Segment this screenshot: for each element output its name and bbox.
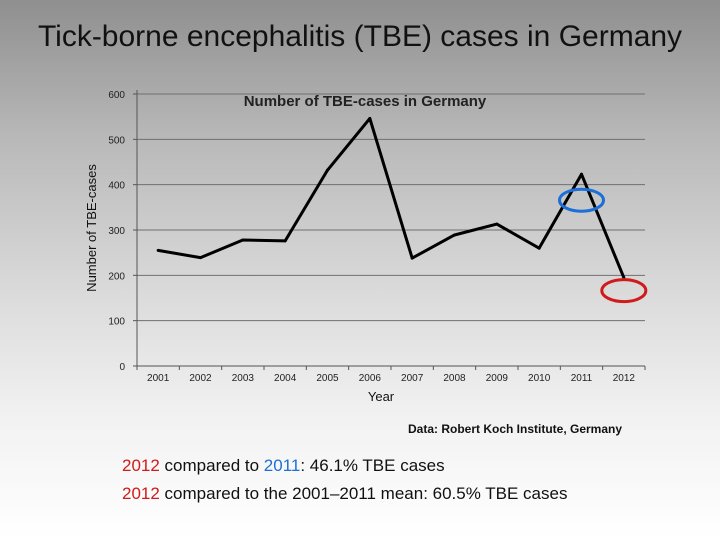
x-tick-label: 2002 <box>189 373 212 384</box>
data-point <box>199 256 202 260</box>
data-point <box>241 238 245 242</box>
x-axis-label: Year <box>368 389 395 404</box>
data-point <box>580 172 583 176</box>
data-point <box>283 239 287 243</box>
y-tick-label: 200 <box>108 271 125 282</box>
x-tick-label: 2006 <box>359 373 382 384</box>
comparison-text: compared to <box>159 456 264 475</box>
data-point <box>495 222 499 226</box>
year-2012-highlight: 2012 <box>122 484 160 503</box>
x-tick-label: 2012 <box>613 373 636 384</box>
comparison-text: compared to the 2001–2011 mean: 60.5% TB… <box>159 484 568 503</box>
x-tick-label: 2005 <box>316 373 339 384</box>
y-tick-label: 0 <box>119 362 125 373</box>
data-point <box>368 116 372 120</box>
series-line-layer <box>156 116 626 280</box>
y-tick-label: 600 <box>108 90 125 101</box>
series-line <box>157 116 626 279</box>
highlight-circle <box>558 187 605 213</box>
x-tick-label: 2004 <box>274 373 297 384</box>
y-axis-label: Number of TBE-cases <box>84 164 99 292</box>
data-point <box>537 246 541 250</box>
data-point <box>410 256 414 260</box>
y-tick-label: 400 <box>108 181 125 192</box>
data-point <box>326 168 329 172</box>
y-tick-label: 100 <box>108 317 125 328</box>
y-tick-label: 500 <box>108 135 125 146</box>
gridlines <box>137 93 645 322</box>
x-tick-label: 2007 <box>401 373 424 384</box>
comparison-mean: 2012 compared to the 2001–2011 mean: 60.… <box>122 484 567 504</box>
x-tick-label: 2003 <box>232 373 255 384</box>
x-tick-label: 2009 <box>486 373 509 384</box>
x-tick-label: 2011 <box>571 373 593 384</box>
year-2011-highlight: 2011 <box>263 456 301 475</box>
x-tick-label: 2001 <box>147 373 170 384</box>
chart-title: Number of TBE-cases in Germany <box>244 93 487 110</box>
comparison-2011: 2012 compared to 2011: 46.1% TBE cases <box>122 456 445 476</box>
slide-title: Tick-borne encephalitis (TBE) cases in G… <box>37 20 683 53</box>
data-point <box>453 233 456 237</box>
highlight-circle <box>600 278 648 304</box>
chart-axes <box>133 90 646 370</box>
year-2012-highlight: 2012 <box>122 456 160 475</box>
data-source-note: Data: Robert Koch Institute, Germany <box>408 422 623 436</box>
annotation-layer <box>558 187 648 304</box>
x-tick-label: 2008 <box>443 373 466 384</box>
data-point <box>156 248 160 252</box>
x-tick-label: 2010 <box>528 373 551 384</box>
y-tick-label: 300 <box>108 226 125 237</box>
comparison-result: : 46.1% TBE cases <box>300 456 445 475</box>
tick-labels: 0 100 200 300 400 500 600 2001 2002 2003 2004 2005 2… <box>108 90 635 384</box>
